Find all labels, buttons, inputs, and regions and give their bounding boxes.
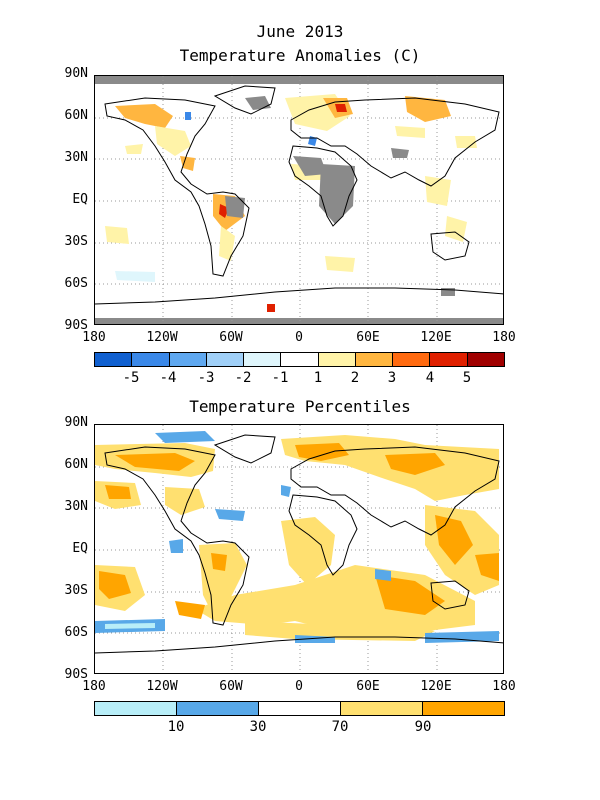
coastlines [95,434,503,654]
percentiles-colorbar [94,701,505,716]
anomalies-colorbar-label: 1 [313,370,323,386]
percentiles-lon-label: 60W [219,679,243,694]
anomalies-colorbar-label: -5 [122,370,140,386]
anomalies-lat-label: 30S [64,234,88,249]
anomalies-colorbar-box [281,353,319,366]
percentiles-lat-label: 30N [64,499,88,514]
percentiles-colorbar-label: 10 [167,719,185,735]
anomalies-lon-label: 180 [492,330,516,345]
anomalies-colorbar-box [318,353,356,366]
percentiles-lat-label: 30S [64,583,88,598]
percentiles-lon-label: 120E [420,679,452,694]
anomalies-colorbar-box [132,353,170,366]
anomalies-colorbar-box [355,353,394,366]
missing-data [225,96,455,296]
anomalies-colorbar-box [467,353,504,366]
percentiles-lat-label: EQ [72,541,88,556]
anomalies-map [94,75,504,325]
anomalies-lon-label: 60E [356,330,380,345]
anomalies-lon-label: 60W [219,330,243,345]
anomalies-colorbar-box [206,353,245,366]
percentiles-lat-label: 90N [64,415,88,430]
anomalies-lon-label: 120W [146,330,178,345]
anomalies-colorbar-box [430,353,468,366]
main-title: June 2013 [256,22,344,41]
anomalies-colorbar-label: -1 [271,370,289,386]
percentiles-colorbar-box [95,702,177,715]
anomalies-colorbar-label: 2 [350,370,360,386]
anomalies-colorbar-label: -4 [159,370,177,386]
anomalies-colorbar-box [244,353,282,366]
percentiles-colorbar-box [341,702,423,715]
anomalies-colorbar-label: 4 [425,370,435,386]
anomalies-lat-label: 30N [64,150,88,165]
percentiles-colorbar-label: 70 [331,719,349,735]
percentiles-lat-label: 90S [64,667,88,682]
percentile-shading [95,431,499,643]
percentiles-colorbar-box [259,702,341,715]
anomalies-colorbar-label: 5 [462,370,472,386]
percentiles-lon-label: 60E [356,679,380,694]
anomalies-colorbar-label: -3 [197,370,215,386]
percentiles-colorbar-box [177,702,259,715]
percentiles-map [94,424,504,674]
anomalies-colorbar-label: -2 [234,370,252,386]
percentiles-lon-label: 180 [82,679,106,694]
anomalies-panel-title: Temperature Anomalies (C) [179,46,421,65]
percentiles-colorbar-label: 30 [249,719,267,735]
north-polar-band [95,76,503,84]
south-polar-band [95,318,503,324]
percentiles-colorbar-label: 90 [414,719,432,735]
anomalies-colorbar-box [169,353,207,366]
anomalies-lon-label: 120E [420,330,452,345]
anomalies-colorbar-box [393,353,431,366]
anomalies-lat-label: 60S [64,276,88,291]
percentiles-colorbar-box [423,702,504,715]
anomalies-lon-label: 0 [295,330,303,345]
anomalies-lat-label: 90N [64,66,88,81]
anomalies-lat-label: 60N [64,108,88,123]
percentiles-lat-label: 60N [64,457,88,472]
anomalies-lat-label: EQ [72,192,88,207]
anomalies-colorbar-box [95,353,133,366]
percentiles-lon-label: 0 [295,679,303,694]
percentiles-lon-label: 180 [492,679,516,694]
percentiles-lat-label: 60S [64,625,88,640]
percentiles-lon-label: 120W [146,679,178,694]
percentiles-panel-title: Temperature Percentiles [189,397,411,416]
anomalies-colorbar [94,352,505,367]
anomalies-colorbar-label: 3 [387,370,397,386]
coastlines [95,85,503,305]
anomalies-lat-label: 90S [64,318,88,333]
anomalies-lon-label: 180 [82,330,106,345]
